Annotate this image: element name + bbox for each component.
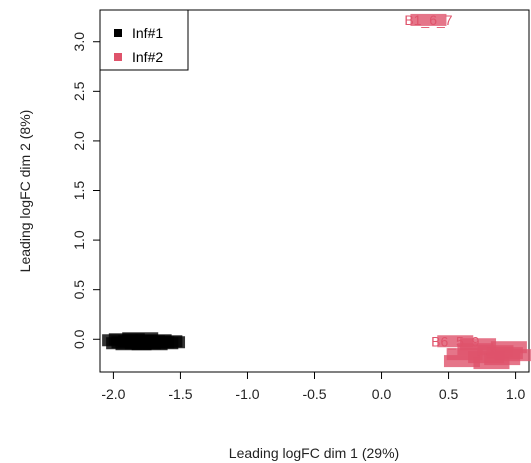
y-tick-label: 3.0 <box>71 32 87 52</box>
x-tick-label: -0.5 <box>302 386 326 402</box>
x-axis-title: Leading logFC dim 1 (29%) <box>229 445 399 461</box>
y-tick-label: 1.0 <box>71 230 87 250</box>
x-axis: -2.0 -1.5 -1.0 -0.5 0.0 0.5 1.0 <box>101 372 526 402</box>
legend-swatch-inf1 <box>114 29 122 37</box>
x-tick-label: 1.0 <box>506 386 526 402</box>
y-tick-label: 0.0 <box>71 329 87 349</box>
data-point <box>443 355 480 368</box>
y-axis-title: Leading logFC dim 2 (8%) <box>17 110 33 273</box>
legend: Inf#1 Inf#2 <box>99 9 189 71</box>
x-tick-label: -1.5 <box>168 386 192 402</box>
y-tick-label: 2.0 <box>71 131 87 151</box>
legend-label-inf2: Inf#2 <box>132 49 163 65</box>
x-tick-label: -2.0 <box>101 386 125 402</box>
data-points <box>102 13 531 370</box>
point-label: B1_6_7 <box>404 12 452 28</box>
data-point <box>473 357 510 370</box>
x-tick-label: 0.0 <box>372 386 392 402</box>
point-label: B6_5_9 <box>431 333 479 349</box>
data-point <box>486 347 523 360</box>
legend-label-inf1: Inf#1 <box>132 25 163 41</box>
x-tick-label: 0.5 <box>439 386 459 402</box>
y-tick-label: 2.5 <box>71 81 87 101</box>
legend-swatch-inf2 <box>114 53 122 61</box>
x-tick-label: -1.0 <box>235 386 259 402</box>
point-labels: B1_6_7 B6_5_9 <box>404 12 479 349</box>
y-tick-label: 1.5 <box>71 181 87 201</box>
data-point <box>149 336 186 349</box>
y-axis: 0.0 0.5 1.0 1.5 2.0 2.5 3.0 <box>71 32 100 349</box>
data-point <box>410 13 447 26</box>
y-tick-label: 0.5 <box>71 280 87 300</box>
